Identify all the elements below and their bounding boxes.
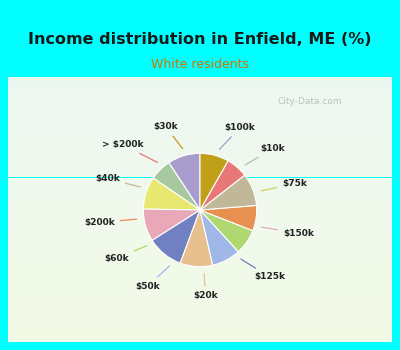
Text: $10k: $10k (245, 144, 285, 165)
Text: $60k: $60k (104, 246, 147, 263)
Wedge shape (200, 210, 238, 265)
Wedge shape (152, 210, 200, 263)
Text: > $200k: > $200k (102, 140, 158, 162)
Wedge shape (143, 178, 200, 210)
Text: $40k: $40k (95, 174, 140, 187)
Text: $150k: $150k (262, 227, 314, 238)
Wedge shape (200, 153, 228, 210)
Wedge shape (200, 175, 256, 210)
Wedge shape (153, 163, 200, 210)
Wedge shape (180, 210, 213, 267)
Wedge shape (200, 210, 253, 252)
Text: $30k: $30k (153, 122, 183, 149)
Wedge shape (143, 209, 200, 240)
Text: City-Data.com: City-Data.com (278, 98, 342, 106)
Wedge shape (200, 205, 257, 231)
Text: $100k: $100k (220, 123, 256, 149)
Text: $20k: $20k (193, 274, 218, 300)
Text: $75k: $75k (261, 180, 307, 191)
Text: White residents: White residents (151, 57, 249, 70)
Text: Income distribution in Enfield, ME (%): Income distribution in Enfield, ME (%) (28, 33, 372, 48)
Wedge shape (200, 161, 245, 210)
Text: $125k: $125k (241, 259, 285, 281)
Wedge shape (169, 153, 200, 210)
Text: $50k: $50k (135, 266, 169, 290)
Text: $200k: $200k (84, 218, 137, 227)
